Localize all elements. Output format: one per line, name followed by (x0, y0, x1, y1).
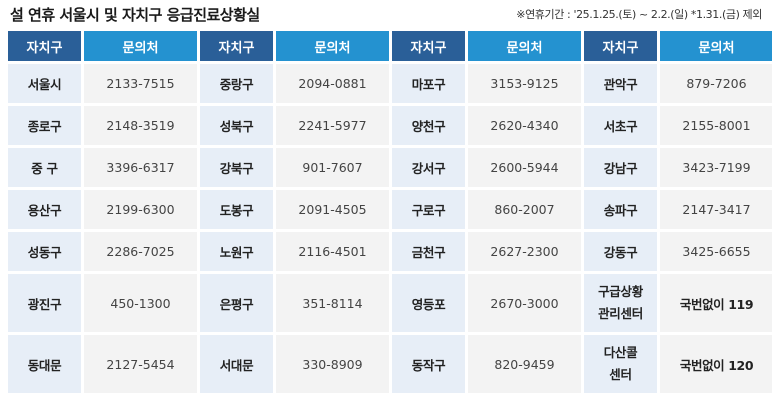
table-header-row: 자치구 문의처 자치구 문의처 자치구 문의처 자치구 문의처 (8, 31, 772, 61)
district-cell-emergency-center: 구급상황 관리센터 (584, 274, 657, 332)
table-row: 광진구 450-1300 은평구 351-8114 영등포 2670-3000 … (8, 274, 772, 332)
district-cell: 도봉구 (200, 190, 273, 229)
phone-cell: 2091-4505 (276, 190, 389, 229)
phone-cell: 820-9459 (468, 335, 581, 393)
header-district: 자치구 (200, 31, 273, 61)
header-contact: 문의처 (468, 31, 581, 61)
emergency-contact-table: 자치구 문의처 자치구 문의처 자치구 문의처 자치구 문의처 서울시 2133… (5, 28, 772, 396)
phone-cell: 330-8909 (276, 335, 389, 393)
district-cell: 양천구 (392, 106, 465, 145)
district-cell: 서울시 (8, 64, 81, 103)
district-cell: 성북구 (200, 106, 273, 145)
district-cell: 강서구 (392, 148, 465, 187)
phone-cell: 450-1300 (84, 274, 197, 332)
phone-cell: 2127-5454 (84, 335, 197, 393)
phone-cell: 2094-0881 (276, 64, 389, 103)
table-row: 중 구 3396-6317 강북구 901-7607 강서구 2600-5944… (8, 148, 772, 187)
district-cell: 영등포 (392, 274, 465, 332)
table-row: 성동구 2286-7025 노원구 2116-4501 금천구 2627-230… (8, 232, 772, 271)
header-district: 자치구 (392, 31, 465, 61)
phone-cell: 2155-8001 (660, 106, 772, 145)
district-label-line2: 센터 (609, 367, 632, 382)
phone-cell: 국번없이 119 (660, 274, 772, 332)
table-row: 동대문 2127-5454 서대문 330-8909 동작구 820-9459 … (8, 335, 772, 393)
district-cell: 은평구 (200, 274, 273, 332)
header-district: 자치구 (584, 31, 657, 61)
table-row: 서울시 2133-7515 중랑구 2094-0881 마포구 3153-912… (8, 64, 772, 103)
phone-cell: 3425-6655 (660, 232, 772, 271)
district-cell: 송파구 (584, 190, 657, 229)
phone-cell: 2147-3417 (660, 190, 772, 229)
header-district: 자치구 (8, 31, 81, 61)
phone-cell: 2286-7025 (84, 232, 197, 271)
table-row: 종로구 2148-3519 성북구 2241-5977 양천구 2620-434… (8, 106, 772, 145)
district-cell: 동대문 (8, 335, 81, 393)
phone-cell: 860-2007 (468, 190, 581, 229)
district-cell: 서초구 (584, 106, 657, 145)
holiday-period-note: ※연휴기간 : '25.1.25.(토) ~ 2.2.(일) *1.31.(금)… (516, 8, 762, 21)
district-cell: 마포구 (392, 64, 465, 103)
phone-cell: 2199-6300 (84, 190, 197, 229)
page-title: 설 연휴 서울시 및 자치구 응급진료상황실 (10, 6, 260, 24)
district-label-line1: 구급상황 (598, 284, 643, 299)
phone-cell: 2670-3000 (468, 274, 581, 332)
phone-cell: 2116-4501 (276, 232, 389, 271)
district-cell: 강동구 (584, 232, 657, 271)
header-contact: 문의처 (660, 31, 772, 61)
phone-cell: 879-7206 (660, 64, 772, 103)
district-cell: 중랑구 (200, 64, 273, 103)
header-contact: 문의처 (84, 31, 197, 61)
district-cell: 관악구 (584, 64, 657, 103)
district-cell: 광진구 (8, 274, 81, 332)
phone-cell: 국번없이 120 (660, 335, 772, 393)
district-cell: 서대문 (200, 335, 273, 393)
district-cell: 노원구 (200, 232, 273, 271)
table-row: 용산구 2199-6300 도봉구 2091-4505 구로구 860-2007… (8, 190, 772, 229)
district-cell: 중 구 (8, 148, 81, 187)
phone-cell: 2133-7515 (84, 64, 197, 103)
district-cell: 동작구 (392, 335, 465, 393)
header-contact: 문의처 (276, 31, 389, 61)
phone-cell: 3153-9125 (468, 64, 581, 103)
district-cell-dasan-call-center: 다산콜 센터 (584, 335, 657, 393)
phone-cell: 351-8114 (276, 274, 389, 332)
phone-cell: 2627-2300 (468, 232, 581, 271)
district-cell: 구로구 (392, 190, 465, 229)
district-cell: 강북구 (200, 148, 273, 187)
phone-cell: 2148-3519 (84, 106, 197, 145)
district-label-line2: 관리센터 (598, 306, 643, 321)
phone-cell: 2241-5977 (276, 106, 389, 145)
phone-cell: 2600-5944 (468, 148, 581, 187)
district-cell: 강남구 (584, 148, 657, 187)
district-cell: 용산구 (8, 190, 81, 229)
district-label-line1: 다산콜 (603, 345, 638, 360)
district-cell: 금천구 (392, 232, 465, 271)
phone-cell: 901-7607 (276, 148, 389, 187)
phone-cell: 2620-4340 (468, 106, 581, 145)
district-cell: 성동구 (8, 232, 81, 271)
phone-cell: 3423-7199 (660, 148, 772, 187)
district-cell: 종로구 (8, 106, 81, 145)
phone-cell: 3396-6317 (84, 148, 197, 187)
